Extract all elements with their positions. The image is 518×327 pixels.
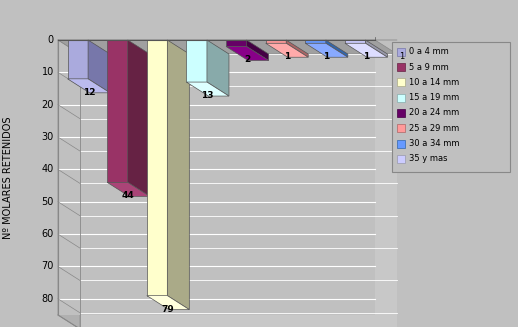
Text: 1: 1: [399, 52, 405, 61]
Polygon shape: [167, 40, 189, 310]
Polygon shape: [207, 40, 229, 96]
Polygon shape: [247, 40, 268, 60]
Polygon shape: [397, 109, 405, 117]
Text: 1: 1: [323, 52, 329, 61]
Text: 13: 13: [202, 91, 214, 100]
Polygon shape: [397, 63, 405, 71]
Polygon shape: [286, 40, 308, 57]
Polygon shape: [186, 40, 207, 82]
Polygon shape: [266, 40, 286, 43]
Polygon shape: [58, 40, 397, 54]
Polygon shape: [397, 124, 405, 132]
Text: 44: 44: [122, 191, 135, 200]
Polygon shape: [305, 40, 326, 43]
Text: 50: 50: [41, 197, 54, 207]
Text: Nº MOLARES RETENIDOS: Nº MOLARES RETENIDOS: [3, 116, 13, 239]
Text: 20 a 24 mm: 20 a 24 mm: [409, 109, 459, 117]
Text: 80: 80: [42, 294, 54, 304]
Polygon shape: [392, 42, 510, 172]
Polygon shape: [326, 40, 348, 57]
Text: 1: 1: [363, 52, 369, 61]
Polygon shape: [80, 54, 397, 327]
Polygon shape: [186, 82, 229, 96]
Polygon shape: [88, 40, 110, 93]
Polygon shape: [397, 140, 405, 147]
Polygon shape: [345, 43, 387, 57]
Polygon shape: [58, 40, 375, 315]
Polygon shape: [226, 46, 268, 60]
Polygon shape: [305, 43, 348, 57]
Text: 30 a 34 mm: 30 a 34 mm: [409, 139, 459, 148]
Polygon shape: [107, 182, 150, 196]
Text: 0 a 4 mm: 0 a 4 mm: [409, 47, 449, 56]
Polygon shape: [67, 79, 110, 93]
Polygon shape: [397, 78, 405, 86]
Text: 79: 79: [162, 304, 175, 314]
Text: 10 a 14 mm: 10 a 14 mm: [409, 78, 459, 87]
Text: 12: 12: [82, 88, 95, 97]
Text: 15 a 19 mm: 15 a 19 mm: [409, 93, 459, 102]
Polygon shape: [128, 40, 150, 196]
Text: 40: 40: [42, 164, 54, 174]
Polygon shape: [107, 40, 128, 182]
Text: 10: 10: [42, 67, 54, 77]
Text: 70: 70: [41, 262, 54, 271]
Polygon shape: [147, 40, 167, 296]
Text: 5 a 9 mm: 5 a 9 mm: [409, 62, 449, 72]
Polygon shape: [397, 155, 405, 163]
Polygon shape: [365, 40, 387, 57]
Polygon shape: [147, 296, 189, 310]
Text: 30: 30: [42, 132, 54, 142]
Text: 2: 2: [244, 56, 250, 64]
Polygon shape: [345, 40, 365, 43]
Text: 0: 0: [48, 35, 54, 45]
Text: 25 a 29 mm: 25 a 29 mm: [409, 124, 459, 133]
Polygon shape: [58, 40, 80, 327]
Text: 35 y mas: 35 y mas: [409, 154, 448, 163]
Text: 20: 20: [41, 100, 54, 110]
Polygon shape: [397, 48, 405, 56]
Text: 60: 60: [42, 229, 54, 239]
Polygon shape: [67, 40, 88, 79]
Polygon shape: [226, 40, 247, 46]
Polygon shape: [266, 43, 308, 57]
Text: 1: 1: [284, 52, 290, 61]
Polygon shape: [397, 94, 405, 102]
